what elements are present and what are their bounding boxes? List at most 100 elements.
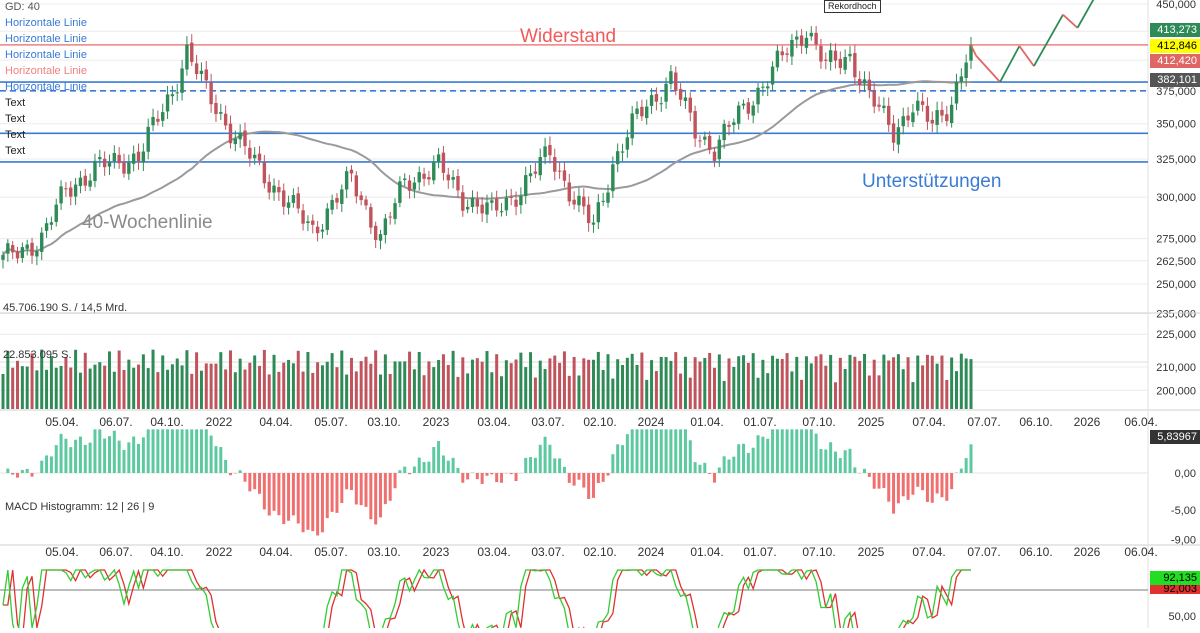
macd-bar	[732, 457, 735, 473]
candle-body	[534, 171, 537, 173]
candle-body	[374, 226, 377, 240]
drawing-label-5[interactable]: Horizontale Linie	[5, 81, 87, 93]
stoch-y-tick: 50,00	[1168, 611, 1196, 623]
macd-bar	[887, 473, 890, 502]
macd-bar	[510, 473, 513, 474]
candle-body	[693, 111, 696, 138]
drawing-label-4[interactable]: Horizontale Linie	[5, 65, 87, 77]
volume-bar	[74, 350, 77, 409]
macd-bar	[413, 467, 416, 473]
macd-bar	[423, 462, 426, 473]
macd-bar	[466, 473, 469, 479]
volume-bar	[544, 369, 547, 409]
macd-bar	[331, 473, 334, 512]
volume-bar	[519, 353, 522, 409]
drawing-label-3[interactable]: Horizontale Linie	[5, 49, 87, 61]
volume-bar	[311, 373, 314, 409]
macd-bar	[882, 473, 885, 488]
candle-body	[137, 152, 140, 162]
candle-body	[737, 106, 740, 124]
y-tick-label: 300,000	[1156, 192, 1196, 204]
macd-bar	[152, 429, 155, 473]
volume-bar	[268, 374, 271, 409]
volume-bar	[466, 373, 469, 409]
macd-bar	[897, 473, 900, 503]
candle-body	[911, 112, 914, 122]
candle-body	[790, 40, 793, 57]
macd-bar	[21, 470, 24, 473]
y-tick-label: 325,000	[1156, 154, 1196, 166]
candle-body	[64, 188, 67, 189]
volume-bar	[645, 380, 648, 409]
x-tick-label: 03.04.	[477, 415, 510, 429]
candle-body	[897, 127, 900, 144]
candle-body	[422, 174, 425, 179]
candle-body	[59, 186, 62, 203]
macd-bar	[684, 429, 687, 473]
macd-bar	[11, 473, 14, 475]
macd-bar	[311, 473, 314, 531]
macd-bar	[84, 445, 87, 473]
price-tag-last: 413,273	[1150, 23, 1200, 37]
candle-body	[785, 53, 788, 54]
macd-bar	[461, 473, 464, 483]
volume-bar	[713, 368, 716, 409]
macd-bar	[694, 462, 697, 473]
candle-body	[166, 94, 169, 111]
macd-bar	[418, 458, 421, 473]
drawing-label-7[interactable]: Text	[5, 113, 25, 125]
volume-bar	[689, 378, 692, 409]
macd-bar	[98, 429, 101, 473]
volume-bar	[839, 358, 842, 409]
candle-body	[442, 153, 445, 173]
macd-bar	[631, 429, 634, 473]
drawing-label-9[interactable]: Text	[5, 145, 25, 157]
x-tick-label-macd: 05.04.	[45, 545, 78, 559]
volume-bar	[321, 365, 324, 409]
candle-body	[606, 193, 609, 203]
macd-bar	[132, 437, 135, 473]
candle-body	[727, 125, 730, 127]
drawing-label-1[interactable]: Horizontale Linie	[5, 17, 87, 29]
price-tag-bid: 412,846	[1150, 39, 1200, 53]
volume-bar	[287, 360, 290, 409]
candle-body	[234, 139, 237, 144]
y-tick-label: 235,000	[1156, 308, 1196, 320]
volume-bar	[950, 357, 953, 409]
macd-bar	[379, 473, 382, 517]
drawing-label-6[interactable]: Text	[5, 97, 25, 109]
candle-body	[926, 106, 929, 122]
candle-body	[660, 103, 663, 104]
volume-bar	[674, 352, 677, 409]
volume-bar	[582, 358, 585, 409]
volume-bar	[326, 362, 329, 409]
volume-mid-label: 22.853.095 S.	[3, 349, 72, 361]
x-tick-label-macd: 07.04.	[912, 545, 945, 559]
macd-bar	[703, 463, 706, 473]
volume-bar	[432, 367, 435, 409]
volume-bar	[200, 371, 203, 409]
volume-bar	[26, 367, 29, 409]
macd-bar	[911, 473, 914, 495]
candle-body	[689, 98, 692, 113]
drawing-label-8[interactable]: Text	[5, 129, 25, 141]
volume-bar	[742, 355, 745, 409]
volume-bar	[515, 359, 518, 409]
macd-bar	[524, 458, 527, 473]
y-tick-label: 450,000	[1156, 0, 1196, 11]
candle-body	[703, 137, 706, 140]
macd-bar	[229, 473, 232, 475]
drawing-label-2[interactable]: Horizontale Linie	[5, 33, 87, 45]
macd-bar	[476, 473, 479, 479]
macd-bar	[365, 473, 368, 507]
volume-bar	[244, 370, 247, 409]
candle-body	[190, 43, 193, 62]
volume-bar	[669, 361, 672, 409]
x-tick-label-macd: 06.10.	[1019, 545, 1052, 559]
candle-body	[582, 197, 585, 207]
macd-bar	[728, 460, 731, 473]
y-tick-label: 375,000	[1156, 86, 1196, 98]
chart-title: GD: 40	[5, 1, 40, 13]
macd-bar	[926, 473, 929, 502]
candle-body	[132, 154, 135, 164]
